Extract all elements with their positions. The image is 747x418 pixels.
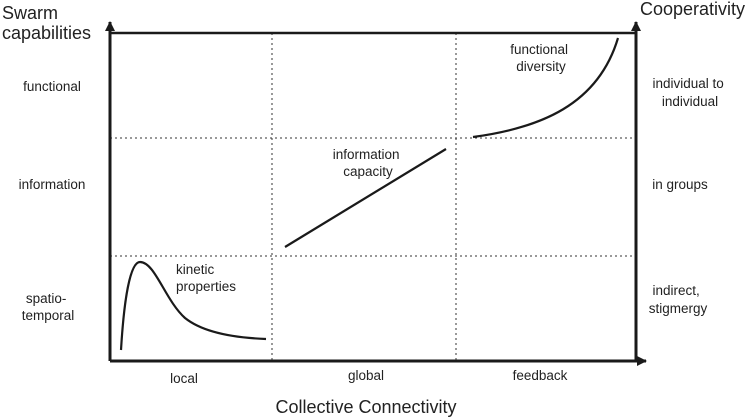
y-left-functional: functional — [23, 79, 81, 94]
label-kinetic-line-2: properties — [176, 279, 236, 294]
y-left-spatiotemporal: spatio- temporal — [22, 291, 75, 323]
y-right-stigmergy-line-1: indirect, — [652, 283, 699, 298]
y-left-spatiotemporal-line-2: temporal — [22, 308, 75, 323]
y-left-spatiotemporal-line-1: spatio- — [26, 291, 67, 306]
y-right-groups: in groups — [652, 177, 708, 192]
y-right-stigmergy-line-2: stigmergy — [649, 301, 708, 316]
x-category-local: local — [170, 371, 198, 386]
y-right-stigmergy: indirect, stigmergy — [649, 283, 708, 316]
label-kinetic-properties: kinetic properties — [176, 262, 236, 294]
y-right-individual-line-2: individual — [662, 94, 718, 109]
kinetic-curve — [119, 260, 267, 351]
label-kinetic-line-1: kinetic — [176, 262, 215, 277]
y-title-left-line-1: Swarm — [2, 3, 58, 23]
y-title-left-line-2: capabilities — [2, 23, 91, 43]
x-category-global: global — [348, 368, 384, 383]
information-line — [284, 148, 447, 248]
y-right-individual-line-1: individual to — [652, 76, 723, 91]
label-information-capacity: information capacity — [333, 147, 404, 179]
y-left-information: information — [19, 177, 86, 192]
y-title-left: Swarm capabilities — [2, 3, 91, 43]
functional-curve — [472, 37, 620, 139]
x-category-feedback: feedback — [513, 368, 568, 383]
label-information-line-2: capacity — [343, 164, 393, 179]
label-functional-diversity: functional diversity — [510, 42, 572, 74]
y-right-individual: individual to individual — [652, 76, 727, 109]
label-information-line-1: information — [333, 147, 400, 162]
x-title: Collective Connectivity — [275, 397, 456, 417]
y-title-right: Cooperativity — [640, 0, 745, 19]
label-functional-line-1: functional — [510, 42, 568, 57]
label-functional-line-2: diversity — [516, 59, 566, 74]
grid — [110, 33, 637, 360]
